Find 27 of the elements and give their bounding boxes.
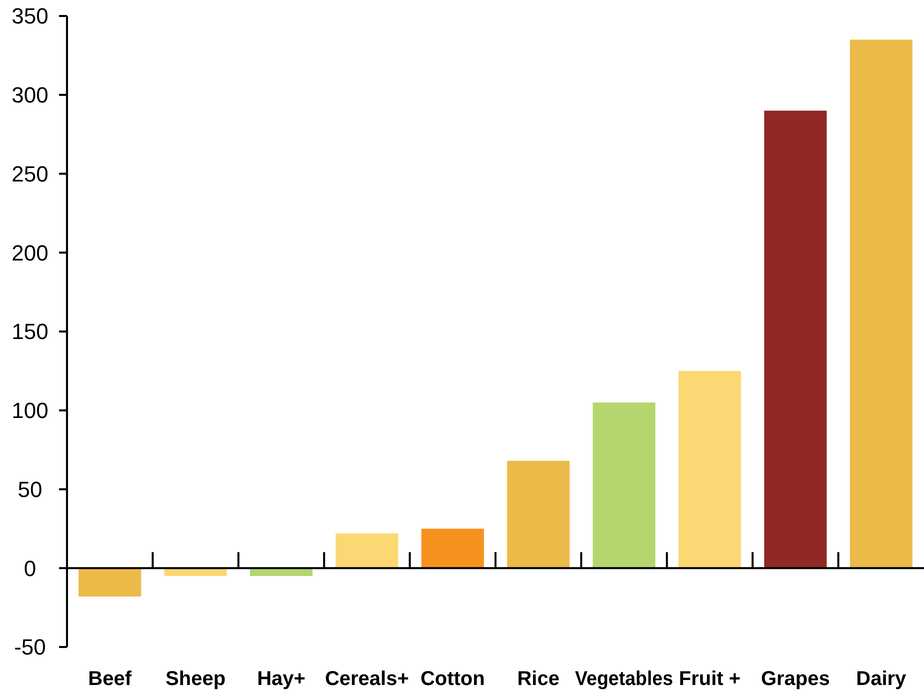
x-tick-label: Beef <box>88 668 132 690</box>
x-tick-label: Grapes <box>760 668 830 690</box>
y-tick-label: 0 <box>24 556 36 581</box>
bar <box>678 370 742 568</box>
bar <box>592 402 656 568</box>
y-tick-label: 200 <box>12 240 48 266</box>
x-tick-label: Fruit + <box>678 668 741 690</box>
bar <box>421 528 484 568</box>
y-tick-label: 300 <box>12 82 48 108</box>
bar <box>78 568 142 597</box>
bar <box>850 40 912 568</box>
y-tick-label: 350 <box>12 4 48 29</box>
y-tick-label: 250 <box>12 161 48 186</box>
x-tick-label: Dairy <box>856 668 908 690</box>
x-tick-label: Hay+ <box>257 668 306 690</box>
x-tick-label: Cereals+ <box>324 668 409 690</box>
y-tick-label: 50 <box>18 476 42 502</box>
bar <box>507 460 570 568</box>
y-tick-label: 100 <box>12 398 48 424</box>
x-tick-label: Rice <box>517 668 560 690</box>
bar <box>336 533 398 568</box>
bar <box>764 110 827 568</box>
y-tick-label: 150 <box>12 319 48 344</box>
x-tick-label: Cotton <box>420 668 485 690</box>
x-tick-label: Sheep <box>166 668 226 690</box>
x-tick-label: Vegetables <box>575 668 680 690</box>
y-tick-label: -50 <box>14 634 46 660</box>
